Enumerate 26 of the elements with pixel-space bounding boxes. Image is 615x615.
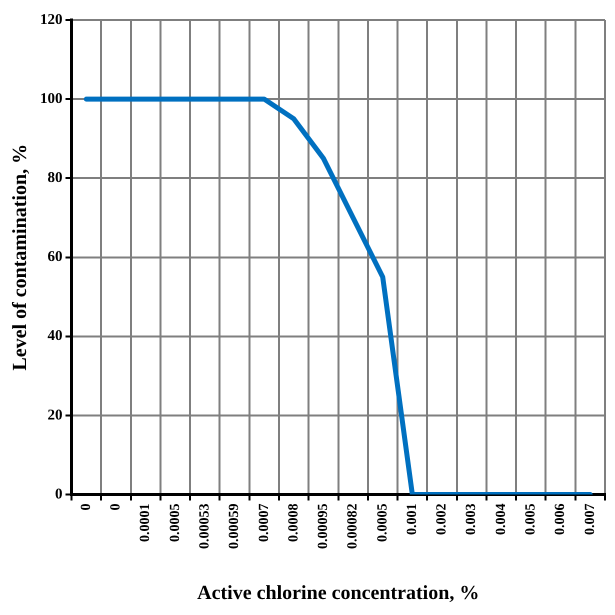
x-tick-label: 0.00095 [316,504,332,549]
x-tick-label: 0.005 [524,504,539,535]
x-tick-label: 0.002 [434,504,450,535]
y-tick-label: 20 [48,407,62,424]
x-tick-label: 0 [78,504,94,510]
x-tick-label: 0.00082 [346,504,361,549]
y-tick-label: 100 [40,90,62,107]
y-tick-label: 120 [40,12,62,28]
x-tick-label: 0.0001 [138,504,154,542]
x-axis-title: Active chlorine concentration, % [197,582,480,604]
x-tick-label: 0.007 [582,504,598,535]
x-tick-label: 0.003 [464,504,480,535]
x-tick-label: 0.004 [494,504,509,535]
x-tick-label: 0.0005 [168,504,183,542]
x-tick-label: 0 [108,504,124,510]
x-tick-label: 0.001 [404,504,420,535]
x-tick-label: 0.006 [553,504,568,535]
x-tick-label: 0.00059 [227,504,242,549]
x-tick-label: 0.0008 [286,504,302,542]
y-axis-title: Level of contamination, % [9,144,32,371]
y-tick-label: 60 [48,249,62,266]
x-tick-label: 0.00053 [197,504,212,549]
y-tick-label: 80 [48,170,62,186]
y-tick-label: 40 [48,328,62,344]
x-tick-label: 0.0007 [256,504,272,542]
x-tick-label: 0.0005 [375,504,390,542]
